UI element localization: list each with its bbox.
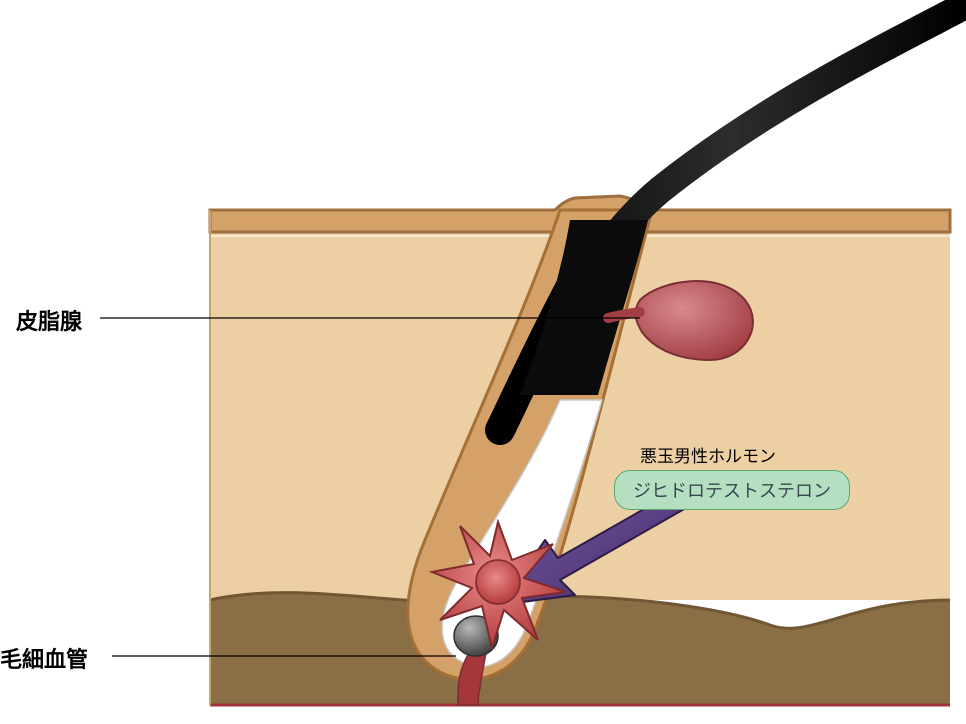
capillary-label: 毛細血管	[0, 642, 88, 674]
dht-pill: ジヒドロテストステロン	[614, 470, 850, 510]
hair-follicle-diagram	[0, 0, 966, 724]
sebaceous-gland-label: 皮脂腺	[16, 304, 82, 336]
diagram-canvas: 皮脂腺 毛細血管 悪玉男性ホルモン ジヒドロテストステロン	[0, 0, 966, 724]
hormone-caption: 悪玉男性ホルモン	[640, 442, 776, 467]
